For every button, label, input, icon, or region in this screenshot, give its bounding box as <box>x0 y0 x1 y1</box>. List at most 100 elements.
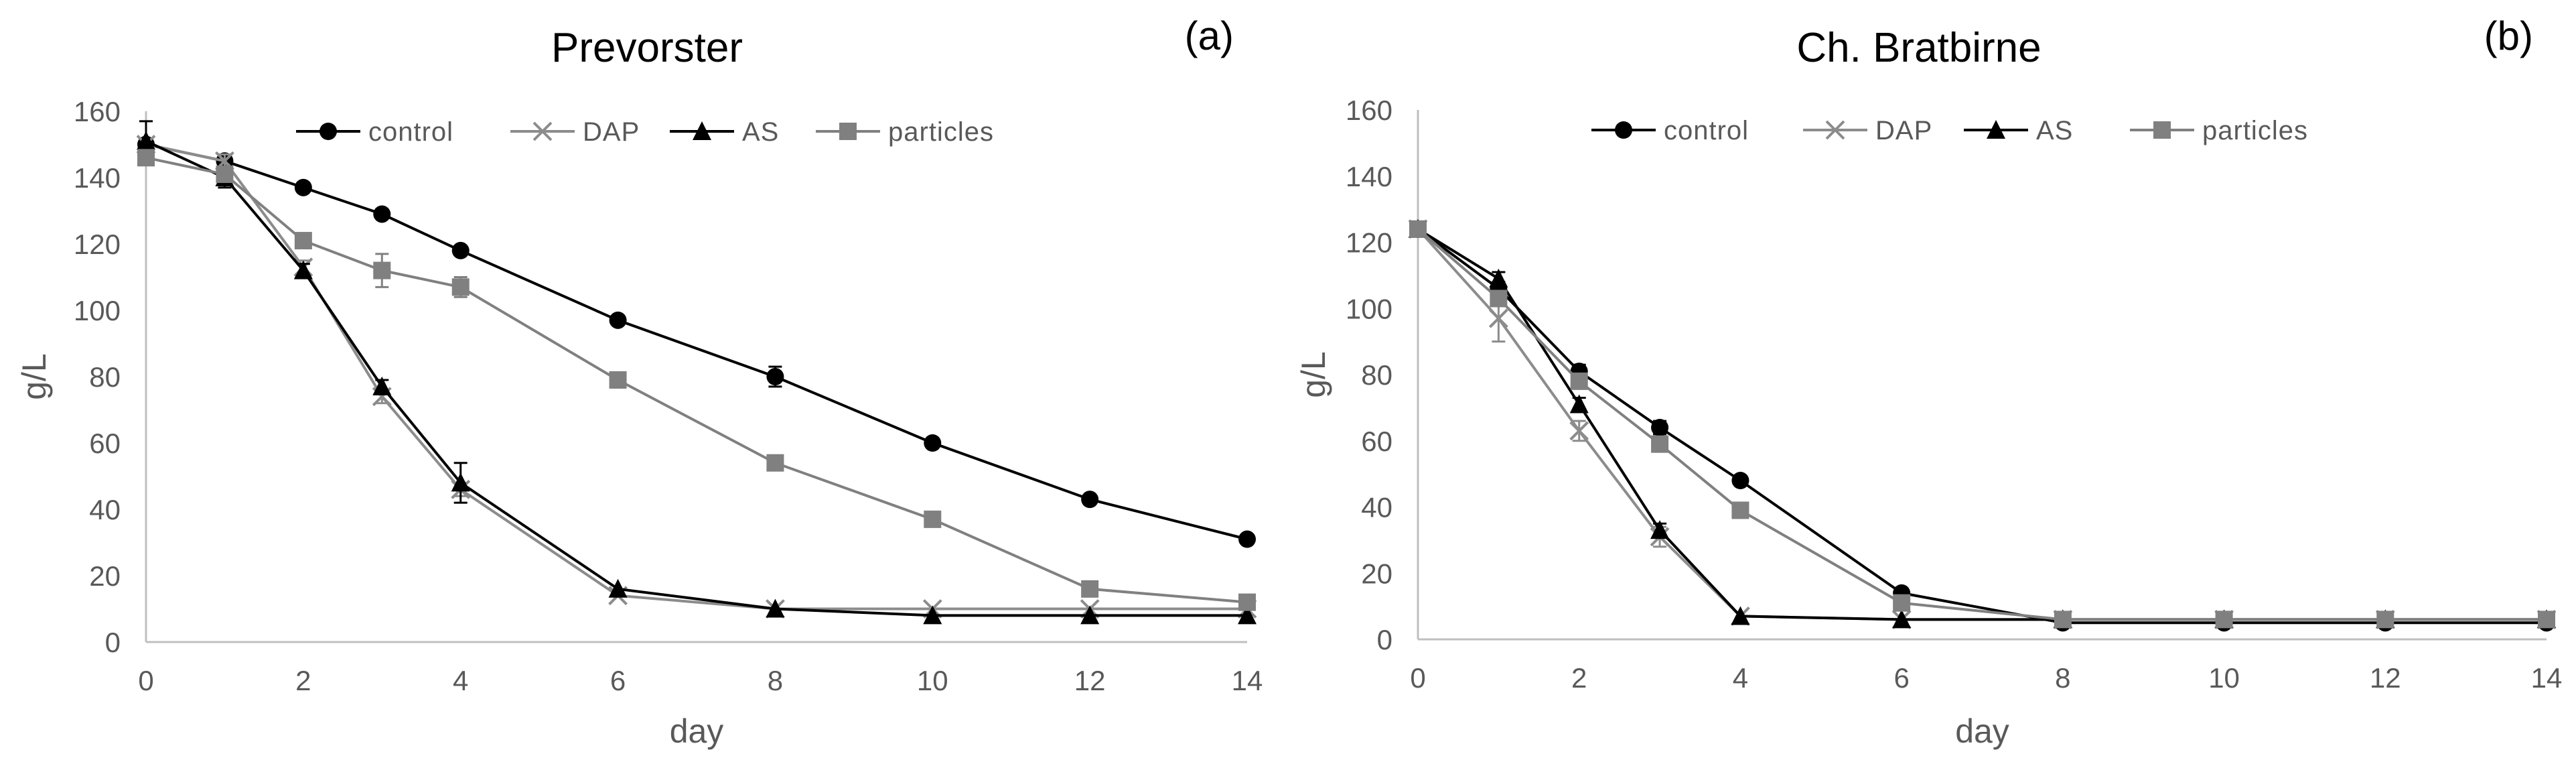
x-tick-label: 8 <box>768 665 783 696</box>
data-point-particles <box>2215 611 2233 629</box>
y-tick-label: 60 <box>1361 426 1392 457</box>
series-AS <box>137 120 1257 625</box>
x-tick-label: 2 <box>295 665 311 696</box>
x-axis-label: day <box>1955 712 2009 750</box>
x-tick-label: 10 <box>2208 662 2240 694</box>
data-point-particles <box>766 454 784 472</box>
x-tick-label: 14 <box>2531 662 2563 694</box>
y-tick-label: 140 <box>74 162 121 194</box>
legend-label: DAP <box>583 117 640 147</box>
series-control <box>137 135 1256 548</box>
legend-item-AS: AS <box>670 117 779 147</box>
legend-label: control <box>1664 116 1749 145</box>
data-point-control <box>294 178 312 196</box>
data-point-particles <box>216 166 234 184</box>
legend-item-particles: particles <box>816 117 994 147</box>
legend-item-control: control <box>296 117 453 147</box>
x-tick-label: 14 <box>1232 665 1263 696</box>
data-point-particles <box>1893 594 1911 612</box>
series-particles <box>1409 220 2555 629</box>
x-tick-label: 4 <box>1733 662 1748 694</box>
x-tick-label: 6 <box>1893 662 1909 694</box>
chart-title: Ch. Bratbirne <box>1796 25 2041 71</box>
data-point-particles <box>1081 580 1099 598</box>
series-line-DAP <box>145 143 1247 611</box>
legend-label: AS <box>742 117 779 147</box>
y-tick-label: 20 <box>1361 558 1392 589</box>
data-point-AS <box>293 260 313 279</box>
y-tick-label: 120 <box>74 229 121 260</box>
legend-label: AS <box>2036 116 2073 145</box>
data-point-AS <box>372 376 392 395</box>
series-AS <box>1409 218 2556 629</box>
y-tick-label: 160 <box>74 96 121 127</box>
data-point-AS <box>1650 520 1670 539</box>
data-point-AS <box>766 598 785 618</box>
x-tick-label: 10 <box>917 665 948 696</box>
y-tick-label: 100 <box>74 295 121 326</box>
y-tick-label: 140 <box>1346 161 1392 192</box>
data-point-particles <box>2054 611 2072 629</box>
series-DAP <box>136 135 1257 619</box>
y-tick-label: 0 <box>1377 624 1392 655</box>
legend-marker <box>532 121 553 141</box>
legend-label: particles <box>888 117 994 147</box>
data-point-control <box>924 434 942 452</box>
data-point-DAP <box>1488 308 1508 328</box>
x-tick-label: 12 <box>1074 665 1106 696</box>
data-point-particles <box>373 261 391 279</box>
y-tick-label: 60 <box>89 428 121 459</box>
y-tick-label: 20 <box>89 560 121 592</box>
legend-marker <box>319 123 337 140</box>
legend-item-AS: AS <box>1964 116 2073 145</box>
data-point-particles <box>2538 611 2555 629</box>
data-point-particles <box>1238 593 1256 611</box>
y-tick-label: 100 <box>1346 293 1392 324</box>
data-point-AS <box>1489 268 1508 288</box>
data-point-AS <box>608 578 628 598</box>
data-point-control <box>1238 530 1256 548</box>
data-point-particles <box>1731 501 1749 519</box>
x-tick-label: 8 <box>2055 662 2070 694</box>
legend-label: DAP <box>1875 116 1932 145</box>
panel-label: (b) <box>2484 13 2533 58</box>
data-point-particles <box>1570 372 1588 390</box>
y-tick-label: 40 <box>1361 492 1392 523</box>
legend-marker-stroke-b <box>532 121 553 141</box>
series-particles <box>137 149 1256 611</box>
chart-panel-1: 0 20 40 60 80 100 120 140 160 0 2 4 6 8 10 12 14 Prevorst… <box>15 13 1263 750</box>
x-tick-label: 0 <box>1410 662 1425 694</box>
data-point-AS <box>1731 606 1750 625</box>
legend-marker <box>2153 121 2171 139</box>
legend-marker <box>839 123 857 140</box>
data-point-particles <box>294 232 312 250</box>
data-point-particles <box>137 149 155 167</box>
chart-panel-2: 0 20 40 60 80 100 120 140 160 0 2 4 6 8 10 12 14 Ch. Brat… <box>1295 13 2562 750</box>
legend-marker <box>693 121 711 140</box>
series-line-control <box>145 143 1248 541</box>
series-line-AS <box>145 139 1247 617</box>
data-point-control <box>1081 491 1099 509</box>
x-tick-label: 6 <box>610 665 626 696</box>
data-point-particles <box>1651 435 1669 453</box>
data-point-AS <box>1238 605 1257 625</box>
series-line-particles <box>1417 228 2547 621</box>
series-line-particles <box>145 156 1248 604</box>
legend-label: control <box>368 117 453 147</box>
data-point-AS <box>923 605 942 625</box>
y-tick-label: 40 <box>89 494 121 525</box>
data-point-AS <box>451 472 470 492</box>
legend-item-DAP: DAP <box>1803 116 1932 145</box>
legend-marker <box>1987 120 2005 139</box>
series-line-control <box>1417 228 2547 625</box>
y-axis-label: g/L <box>1295 351 1332 398</box>
data-point-particles <box>609 371 627 389</box>
legend-item-control: control <box>1591 116 1749 145</box>
x-tick-label: 4 <box>453 665 468 696</box>
chart-title: Prevorster <box>551 25 743 71</box>
data-point-AS <box>1569 394 1589 413</box>
x-tick-label: 12 <box>2370 662 2401 694</box>
x-tick-label: 0 <box>138 665 153 696</box>
data-point-control <box>609 311 627 329</box>
series-DAP <box>1408 219 2557 629</box>
